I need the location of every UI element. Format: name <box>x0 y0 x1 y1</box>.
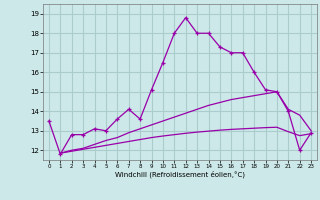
X-axis label: Windchill (Refroidissement éolien,°C): Windchill (Refroidissement éolien,°C) <box>115 171 245 178</box>
